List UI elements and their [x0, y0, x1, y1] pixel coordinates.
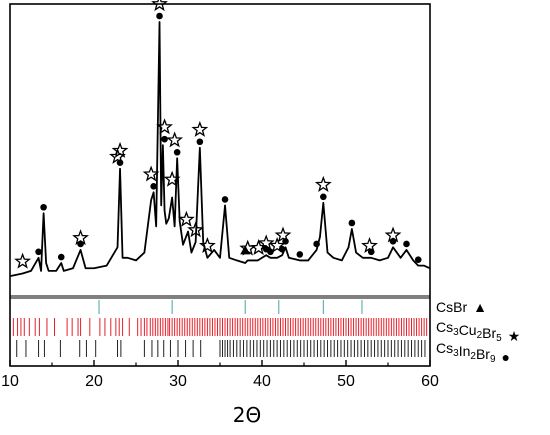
- star-phase-marker: [156, 118, 173, 135]
- x-axis-title: 2Θ: [233, 403, 261, 427]
- circle-phase-marker: [367, 248, 375, 256]
- circle-phase-marker: [35, 248, 42, 256]
- star-phase-marker: [198, 236, 216, 253]
- circle-phase-marker: [40, 203, 47, 211]
- star-phase-marker: [14, 252, 32, 269]
- star-phase-marker: [151, 0, 168, 12]
- star-phase-marker: [361, 236, 378, 253]
- circle-phase-marker: [348, 219, 356, 227]
- circle-phase-marker: [389, 238, 397, 245]
- circle-phase-marker: [313, 240, 320, 248]
- circle-phase-marker: [403, 240, 410, 248]
- circle-phase-marker: [221, 196, 229, 203]
- star-phase-marker: [250, 239, 268, 256]
- star-phase-marker: [268, 236, 286, 253]
- xrd-profile-line: [9, 21, 431, 278]
- circle-phase-marker: [161, 135, 168, 143]
- circle-phase-marker: [156, 12, 163, 20]
- legend-label: CsBr ▲: [436, 299, 487, 315]
- x-tick-label: 40: [253, 373, 271, 390]
- star-phase-marker: [166, 131, 184, 148]
- circle-phase-marker: [77, 240, 84, 248]
- x-tick-label: 20: [85, 373, 103, 390]
- star-phase-marker: [187, 221, 205, 238]
- x-tick-label: 10: [1, 373, 19, 390]
- star-phase-marker: [111, 141, 129, 158]
- x-tick-label: 50: [337, 373, 355, 390]
- star-phase-marker: [314, 175, 332, 192]
- x-tick-label: 30: [169, 373, 187, 390]
- circle-phase-marker: [278, 245, 286, 253]
- x-tick-label: 60: [421, 373, 439, 390]
- star-phase-marker: [191, 120, 209, 137]
- plot-frame: [9, 3, 431, 367]
- circle-phase-marker: [267, 248, 274, 256]
- circle-phase-marker: [173, 148, 181, 156]
- triangle-phase-marker: [240, 245, 251, 255]
- circle-phase-marker: [196, 138, 204, 146]
- circle-phase-marker: [150, 183, 157, 190]
- circle-phase-marker: [296, 251, 304, 258]
- star-phase-marker: [177, 210, 195, 227]
- circle-phase-marker: [282, 238, 289, 245]
- circle-phase-marker: [414, 256, 422, 263]
- legend-label: Cs3In2Br9 ●: [436, 340, 510, 365]
- star-phase-marker: [142, 165, 160, 182]
- circle-phase-marker: [57, 253, 65, 261]
- star-phase-marker: [163, 170, 181, 187]
- star-phase-marker: [109, 147, 126, 164]
- circle-phase-marker: [116, 159, 124, 167]
- legend-label: Cs3Cu2Br5 ★: [436, 319, 520, 344]
- star-phase-marker: [274, 226, 292, 243]
- circle-phase-marker: [320, 193, 327, 201]
